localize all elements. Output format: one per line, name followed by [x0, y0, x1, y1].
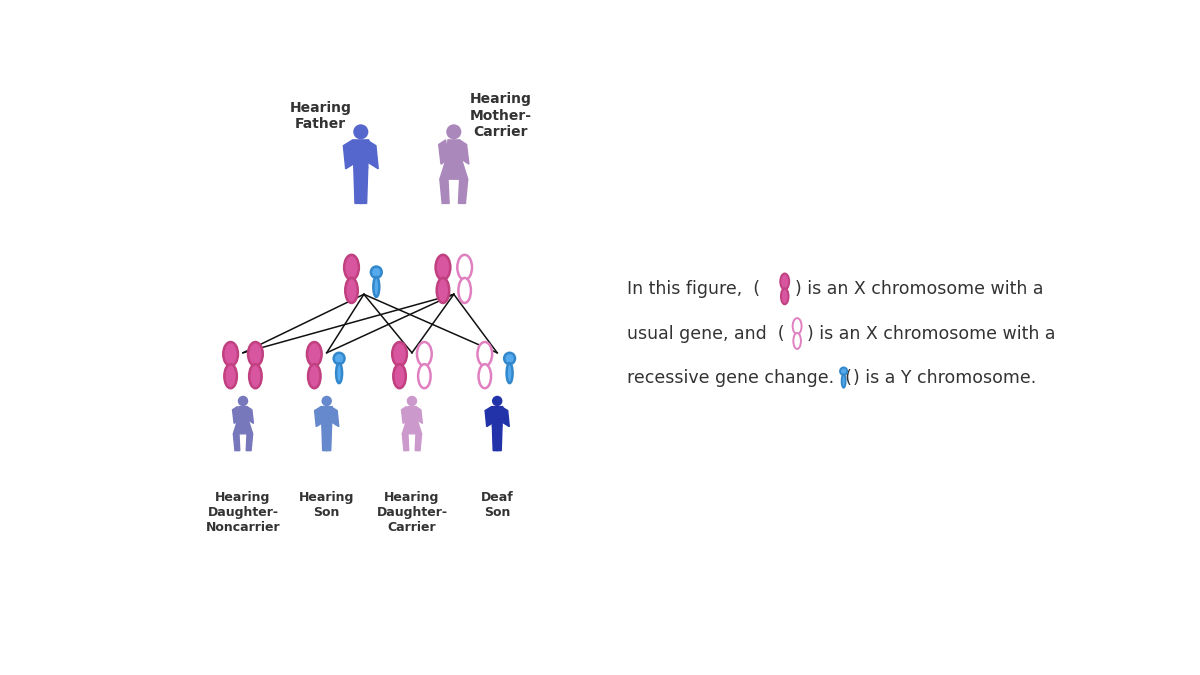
Ellipse shape — [353, 124, 368, 139]
Polygon shape — [402, 406, 408, 423]
Ellipse shape — [224, 364, 236, 388]
Polygon shape — [367, 140, 378, 169]
Polygon shape — [402, 421, 421, 434]
Ellipse shape — [394, 364, 406, 388]
Polygon shape — [322, 406, 332, 426]
Polygon shape — [354, 167, 361, 203]
Ellipse shape — [479, 364, 491, 388]
Ellipse shape — [407, 396, 418, 406]
Polygon shape — [497, 426, 502, 451]
Text: Deaf
Son: Deaf Son — [481, 491, 514, 519]
Text: ) is a Y chromosome.: ) is a Y chromosome. — [853, 369, 1036, 387]
Polygon shape — [247, 406, 253, 423]
Text: Hearing
Son: Hearing Son — [299, 491, 354, 519]
Polygon shape — [233, 406, 239, 423]
Polygon shape — [502, 406, 509, 427]
Ellipse shape — [334, 353, 344, 364]
Ellipse shape — [416, 342, 432, 366]
Polygon shape — [492, 406, 503, 426]
Ellipse shape — [780, 273, 790, 290]
Ellipse shape — [392, 342, 407, 366]
Polygon shape — [233, 421, 253, 434]
Polygon shape — [440, 161, 468, 179]
Ellipse shape — [492, 396, 503, 406]
Text: Hearing
Daughter-
Carrier: Hearing Daughter- Carrier — [377, 491, 448, 535]
Ellipse shape — [841, 375, 846, 387]
Ellipse shape — [346, 278, 358, 303]
Ellipse shape — [248, 342, 263, 366]
Polygon shape — [439, 140, 448, 164]
Ellipse shape — [250, 364, 262, 388]
Polygon shape — [445, 140, 462, 161]
Polygon shape — [415, 434, 421, 451]
Text: Hearing
Father: Hearing Father — [289, 101, 352, 131]
Polygon shape — [440, 179, 449, 203]
Ellipse shape — [307, 342, 322, 366]
Ellipse shape — [418, 364, 431, 388]
Text: recessive gene change.  (: recessive gene change. ( — [626, 369, 852, 387]
Ellipse shape — [457, 255, 472, 280]
Text: Hearing
Mother-
Carrier: Hearing Mother- Carrier — [469, 92, 532, 139]
Ellipse shape — [478, 342, 492, 366]
Polygon shape — [246, 434, 253, 451]
Text: ) is an X chromosome with a: ) is an X chromosome with a — [794, 280, 1043, 298]
Polygon shape — [322, 426, 328, 451]
Polygon shape — [460, 140, 469, 164]
Polygon shape — [233, 434, 240, 451]
Ellipse shape — [336, 363, 342, 383]
Ellipse shape — [506, 363, 512, 383]
Polygon shape — [407, 406, 418, 421]
Ellipse shape — [223, 342, 238, 366]
Polygon shape — [360, 167, 367, 203]
Ellipse shape — [793, 333, 800, 349]
Polygon shape — [353, 140, 368, 167]
Ellipse shape — [238, 396, 248, 406]
Ellipse shape — [793, 318, 802, 334]
Polygon shape — [238, 406, 248, 421]
Ellipse shape — [322, 396, 332, 406]
Ellipse shape — [840, 367, 847, 375]
Polygon shape — [485, 406, 493, 427]
Ellipse shape — [458, 278, 470, 303]
Polygon shape — [402, 434, 409, 451]
Ellipse shape — [437, 278, 449, 303]
Ellipse shape — [781, 288, 788, 304]
Text: Hearing
Daughter-
Noncarrier: Hearing Daughter- Noncarrier — [205, 491, 281, 535]
Ellipse shape — [504, 353, 515, 364]
Ellipse shape — [344, 255, 359, 280]
Ellipse shape — [446, 124, 461, 139]
Ellipse shape — [308, 364, 320, 388]
Polygon shape — [416, 406, 422, 423]
Polygon shape — [343, 140, 355, 169]
Ellipse shape — [371, 267, 382, 278]
Text: usual gene, and  (: usual gene, and ( — [626, 325, 784, 342]
Polygon shape — [492, 426, 498, 451]
Text: In this figure,  (: In this figure, ( — [626, 280, 760, 298]
Polygon shape — [326, 426, 331, 451]
Polygon shape — [331, 406, 338, 427]
Polygon shape — [314, 406, 323, 427]
Ellipse shape — [373, 277, 379, 297]
Polygon shape — [458, 179, 468, 203]
Ellipse shape — [436, 255, 450, 280]
Text: ) is an X chromosome with a: ) is an X chromosome with a — [808, 325, 1056, 342]
